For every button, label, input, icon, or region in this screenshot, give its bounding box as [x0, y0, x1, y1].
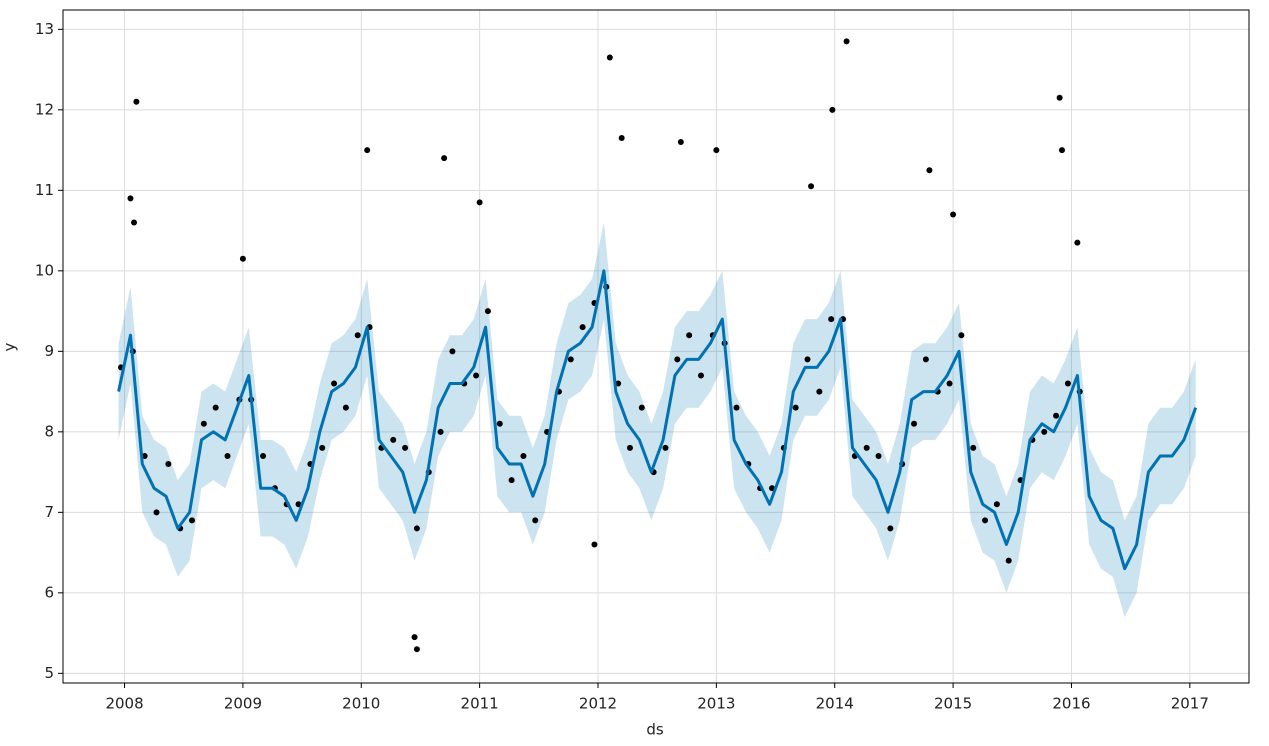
- observation-point: [411, 634, 418, 641]
- observation-point: [402, 444, 409, 451]
- observation-point: [1058, 147, 1065, 154]
- x-tick-label: 2015: [934, 695, 972, 713]
- observation-point: [1064, 380, 1071, 387]
- observation-point: [449, 348, 456, 355]
- observation-point: [922, 356, 929, 363]
- observation-point: [354, 332, 361, 339]
- observation-point: [697, 372, 704, 379]
- observation-point: [165, 461, 172, 468]
- observation-point: [792, 404, 799, 411]
- observation-point: [828, 316, 835, 323]
- observation-point: [413, 646, 420, 653]
- x-tick-label: 2010: [342, 695, 380, 713]
- observation-point: [224, 452, 231, 459]
- x-axis-label: ds: [646, 721, 664, 739]
- observation-point: [131, 219, 138, 226]
- observation-point: [618, 134, 625, 141]
- axes-layer: 2008 2009 2010 2011 2012 2013 2014 2015 2016 2017…: [35, 20, 1209, 713]
- observation-point: [1005, 557, 1012, 564]
- observation-point: [713, 147, 720, 154]
- observation-point: [958, 332, 965, 339]
- y-tick-label: 7: [44, 503, 54, 521]
- observation-point: [638, 404, 645, 411]
- observation-point: [863, 444, 870, 451]
- observation-point: [239, 255, 246, 262]
- observation-point: [127, 195, 134, 202]
- observation-point: [342, 404, 349, 411]
- observation-point: [733, 404, 740, 411]
- observation-point: [982, 517, 989, 524]
- observation-point: [520, 452, 527, 459]
- observation-point: [1056, 94, 1063, 101]
- observation-point: [260, 452, 267, 459]
- observation-point: [626, 444, 633, 451]
- marks-layer: [117, 38, 1198, 653]
- y-tick-label: 9: [44, 342, 54, 360]
- observation-point: [364, 147, 371, 154]
- observation-point: [677, 139, 684, 146]
- observation-point: [875, 452, 882, 459]
- observation-point: [843, 38, 850, 45]
- y-tick-label: 6: [44, 583, 54, 601]
- observation-point: [686, 332, 693, 339]
- y-tick-label: 12: [35, 100, 54, 118]
- observation-point: [1053, 412, 1060, 419]
- x-tick-label: 2012: [579, 695, 617, 713]
- observation-point: [674, 356, 681, 363]
- x-tick-label: 2011: [461, 695, 499, 713]
- y-tick-label: 8: [44, 422, 54, 440]
- y-tick-label: 11: [35, 181, 54, 199]
- x-tick-label: 2014: [816, 695, 854, 713]
- observation-point: [1041, 428, 1048, 435]
- observation-point: [591, 541, 598, 548]
- observation-point: [532, 517, 539, 524]
- observation-point: [390, 436, 397, 443]
- observation-point: [212, 404, 219, 411]
- y-tick-label: 10: [35, 261, 54, 279]
- observation-point: [804, 356, 811, 363]
- observation-point: [200, 420, 207, 427]
- observation-point: [829, 106, 836, 113]
- observation-point: [413, 525, 420, 532]
- observation-point: [508, 477, 515, 484]
- observation-point: [1074, 239, 1081, 246]
- uncertainty-band: [118, 222, 1196, 617]
- observation-point: [133, 98, 140, 105]
- observation-point: [579, 324, 586, 331]
- observation-point: [816, 388, 823, 395]
- observation-point: [441, 155, 448, 162]
- observation-point: [926, 167, 933, 174]
- observation-point: [950, 211, 957, 218]
- observation-point: [496, 420, 503, 427]
- observation-point: [567, 356, 574, 363]
- observation-point: [946, 380, 953, 387]
- observation-point: [606, 54, 613, 61]
- x-tick-label: 2009: [224, 695, 262, 713]
- observation-point: [911, 420, 918, 427]
- observation-point: [473, 372, 480, 379]
- x-tick-label: 2013: [697, 695, 735, 713]
- y-tick-label: 13: [35, 20, 54, 38]
- plot-frame: [62, 9, 1250, 684]
- observation-point: [993, 501, 1000, 508]
- forecast-line: [117, 269, 1198, 571]
- observation-point: [319, 444, 326, 451]
- y-axis-label: y: [1, 342, 19, 351]
- y-tick-label: 5: [44, 664, 54, 682]
- observation-point: [662, 444, 669, 451]
- observation-point: [331, 380, 338, 387]
- observation-point: [484, 308, 491, 315]
- x-tick-label: 2017: [1171, 695, 1209, 713]
- observation-point: [189, 517, 196, 524]
- observation-point: [476, 199, 483, 206]
- observation-point: [887, 525, 894, 532]
- observation-point: [808, 183, 815, 190]
- observation-point: [153, 509, 160, 516]
- x-tick-label: 2016: [1052, 695, 1090, 713]
- observation-point: [970, 444, 977, 451]
- x-tick-label: 2008: [105, 695, 143, 713]
- observation-point: [437, 428, 444, 435]
